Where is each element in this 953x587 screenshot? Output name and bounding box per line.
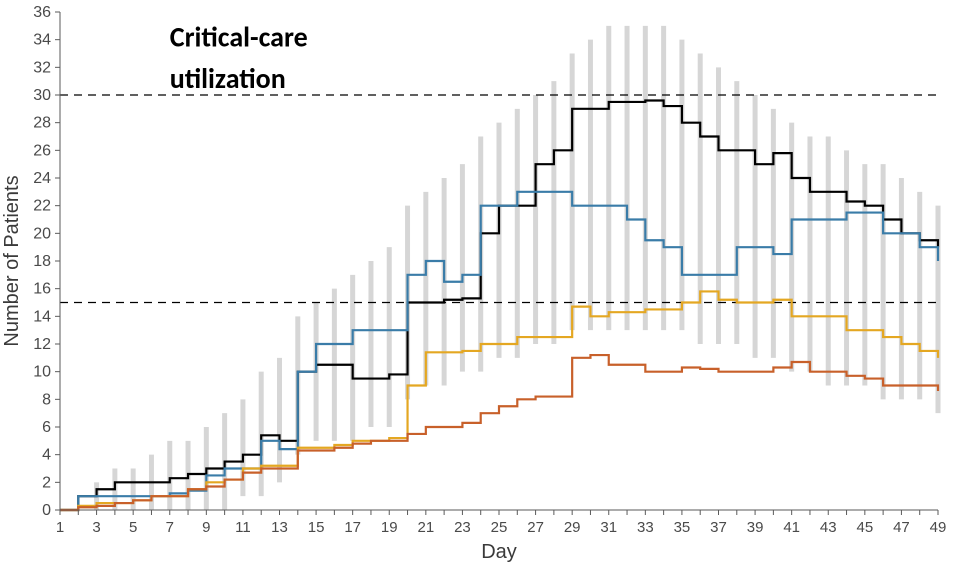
y-tick-label: 12: [33, 336, 51, 353]
x-tick-label: 49: [930, 519, 947, 536]
annotation-line1: Critical-care: [170, 20, 308, 55]
chart-root: 0246810121416182022242628303234361357911…: [0, 0, 953, 587]
x-tick-label: 25: [491, 519, 508, 536]
x-tick-label: 1: [56, 519, 64, 536]
x-tick-label: 35: [674, 519, 691, 536]
x-tick-label: 39: [747, 519, 764, 536]
x-axis-title: Day: [481, 541, 517, 563]
y-tick-label: 4: [42, 447, 51, 464]
x-tick-label: 21: [417, 519, 434, 536]
y-tick-label: 20: [33, 225, 51, 242]
y-tick-label: 32: [33, 59, 51, 76]
x-tick-label: 15: [308, 519, 325, 536]
y-tick-label: 10: [33, 364, 51, 381]
x-tick-label: 5: [129, 519, 137, 536]
y-tick-label: 14: [33, 308, 51, 325]
x-tick-label: 9: [202, 519, 210, 536]
y-tick-label: 34: [33, 32, 51, 49]
x-tick-label: 11: [235, 519, 251, 536]
x-tick-label: 3: [92, 519, 100, 536]
y-tick-label: 24: [33, 170, 51, 187]
x-tick-label: 23: [454, 519, 471, 536]
x-tick-label: 37: [710, 519, 727, 536]
chart-svg: 0246810121416182022242628303234361357911…: [0, 0, 953, 582]
y-tick-label: 6: [42, 419, 51, 436]
x-tick-label: 17: [344, 519, 361, 536]
y-tick-label: 26: [33, 142, 51, 159]
y-tick-label: 28: [33, 115, 51, 132]
x-tick-label: 7: [166, 519, 174, 536]
x-tick-label: 43: [820, 519, 837, 536]
x-tick-label: 27: [527, 519, 544, 536]
y-axis-title: Number of Patients: [1, 175, 23, 346]
y-tick-label: 0: [42, 502, 51, 519]
annotation-line2: utilization: [170, 61, 286, 96]
y-tick-label: 16: [33, 281, 51, 298]
y-tick-label: 18: [33, 253, 51, 270]
x-tick-label: 29: [564, 519, 581, 536]
x-tick-label: 45: [856, 519, 873, 536]
y-tick-label: 8: [42, 391, 51, 408]
x-tick-label: 33: [637, 519, 654, 536]
y-tick-label: 30: [33, 87, 51, 104]
x-tick-label: 31: [600, 519, 617, 536]
y-tick-label: 36: [33, 4, 51, 21]
y-tick-label: 22: [33, 198, 51, 215]
x-tick-label: 41: [783, 519, 800, 536]
x-tick-label: 47: [893, 519, 910, 536]
x-tick-label: 13: [271, 519, 288, 536]
y-tick-label: 2: [42, 474, 51, 491]
x-tick-label: 19: [381, 519, 398, 536]
